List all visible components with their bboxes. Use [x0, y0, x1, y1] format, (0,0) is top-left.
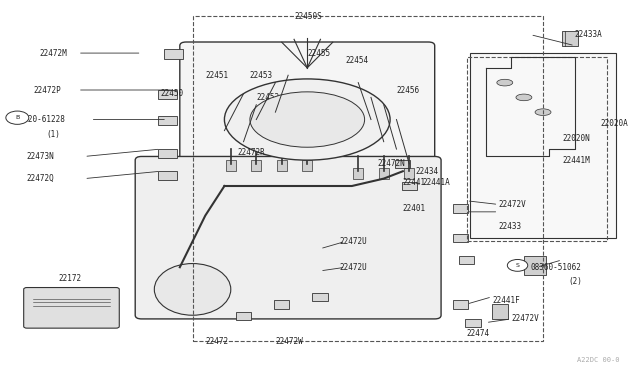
Bar [379, 167, 389, 179]
Text: 22451: 22451 [205, 71, 228, 80]
Bar [524, 256, 546, 275]
Text: 22020A: 22020A [600, 119, 628, 128]
Bar [157, 90, 177, 99]
Text: S: S [516, 263, 520, 268]
Text: 22472U: 22472U [339, 237, 367, 246]
Bar [470, 53, 616, 238]
Text: 22472W: 22472W [275, 337, 303, 346]
Bar [302, 160, 312, 171]
Text: 22450S: 22450S [294, 12, 323, 21]
Bar [157, 171, 177, 180]
Bar [226, 160, 236, 171]
Text: (1): (1) [46, 130, 60, 139]
Text: 22472V: 22472V [511, 314, 539, 323]
Text: 22472U: 22472U [339, 263, 367, 272]
Text: 22453: 22453 [250, 71, 273, 80]
Text: 22433: 22433 [499, 222, 522, 231]
Bar [452, 234, 468, 242]
Text: 08120-61228: 08120-61228 [14, 115, 65, 124]
Bar [312, 293, 328, 301]
Text: 22472V: 22472V [499, 200, 526, 209]
Bar [164, 49, 183, 59]
Text: 22452: 22452 [256, 93, 280, 102]
Text: 22456: 22456 [396, 86, 420, 94]
Text: 22455: 22455 [307, 49, 330, 58]
Bar [353, 167, 364, 179]
Text: 22473N: 22473N [27, 152, 54, 161]
Bar [492, 304, 508, 319]
Text: (2): (2) [568, 278, 582, 286]
Text: 22474: 22474 [467, 329, 490, 338]
Text: 22472R: 22472R [237, 148, 265, 157]
Circle shape [6, 111, 29, 124]
Text: B: B [14, 111, 19, 121]
Text: 08360-51062: 08360-51062 [531, 263, 581, 272]
Text: A22DC 00-0: A22DC 00-0 [577, 357, 620, 363]
Ellipse shape [497, 79, 513, 86]
Bar [452, 205, 468, 212]
Text: 22441F: 22441F [492, 296, 520, 305]
Text: 22434: 22434 [415, 167, 438, 176]
Bar [193, 16, 543, 341]
Bar [459, 256, 474, 264]
Bar [251, 160, 261, 171]
FancyBboxPatch shape [180, 42, 435, 182]
Text: 22454: 22454 [346, 56, 369, 65]
Bar [467, 57, 607, 241]
Bar [274, 301, 289, 309]
Circle shape [508, 260, 528, 271]
Bar [157, 149, 177, 158]
Ellipse shape [154, 263, 231, 315]
Text: 22433A: 22433A [575, 30, 603, 39]
Bar [404, 167, 414, 179]
Text: 22472M: 22472M [40, 49, 67, 58]
Bar [401, 182, 417, 190]
Bar [157, 116, 177, 125]
Text: 22472Q: 22472Q [27, 174, 54, 183]
Bar [395, 160, 410, 168]
Text: 22172: 22172 [59, 274, 82, 283]
Text: B: B [15, 115, 19, 120]
Bar [452, 301, 468, 309]
Text: 22441A: 22441A [422, 178, 450, 187]
Text: 22472N: 22472N [378, 159, 405, 169]
FancyBboxPatch shape [24, 288, 119, 328]
Ellipse shape [516, 94, 532, 101]
Text: 22441: 22441 [403, 178, 426, 187]
Text: 22472P: 22472P [33, 86, 61, 94]
Bar [236, 311, 251, 320]
FancyBboxPatch shape [135, 157, 441, 319]
Bar [276, 160, 287, 171]
Bar [562, 31, 578, 46]
Text: 22472: 22472 [205, 337, 228, 346]
Text: 22441M: 22441M [562, 155, 590, 165]
Text: 22450: 22450 [161, 89, 184, 98]
Text: 22401: 22401 [403, 203, 426, 213]
Ellipse shape [250, 92, 365, 147]
Ellipse shape [535, 109, 551, 115]
Bar [465, 319, 481, 327]
Text: 22020N: 22020N [562, 134, 590, 142]
Ellipse shape [225, 79, 390, 160]
